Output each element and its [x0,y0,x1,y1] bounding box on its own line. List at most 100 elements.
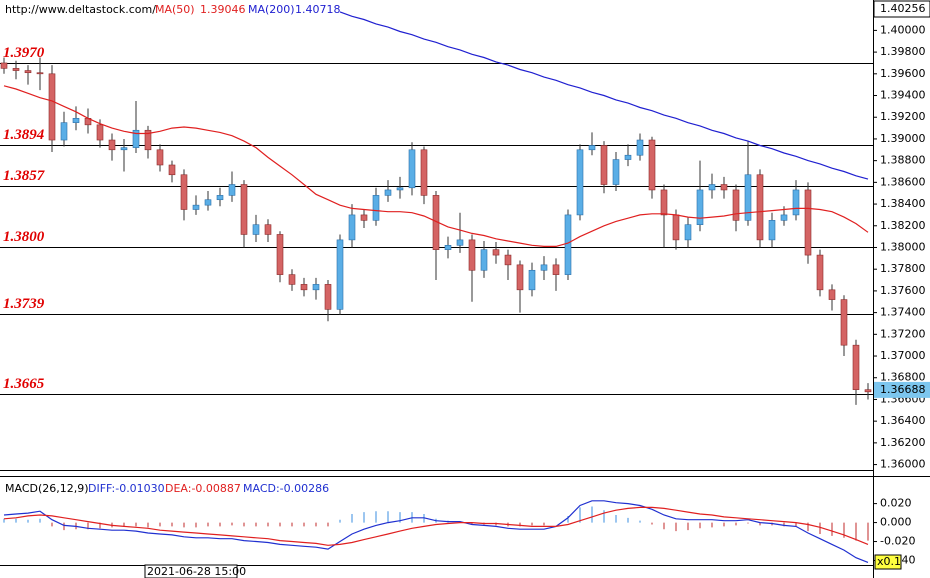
y-tick-label: 1.38400 [880,197,926,210]
candle-body [192,204,200,210]
y-tick-label: 1.39000 [880,132,926,145]
candle-body [96,124,104,141]
y-tick-label: 1.40000 [880,23,926,36]
moving-average [3,85,869,247]
candle-body [324,284,332,310]
candle-body [348,214,356,241]
level-label: 1.3739 [3,296,45,312]
candle-body [240,184,248,235]
candle-body [228,184,236,196]
candle-body [792,189,800,216]
candle-body [300,284,308,291]
candle-body [852,344,860,390]
candle-body [516,264,524,291]
candle-body [708,184,716,191]
candle-body [48,73,56,141]
candle-body [576,149,584,216]
candle-body [156,149,164,166]
axis-top-box [873,0,930,18]
candle-body [444,245,452,250]
level-label: 1.3800 [3,229,45,245]
candle-body [204,199,212,206]
candle-body [0,62,8,69]
date-box [144,564,238,578]
y-tick-label: 1.37000 [880,349,926,362]
candle-body [492,249,500,256]
candle-body [660,189,668,216]
y-tick-label: -0.020 [880,535,915,548]
candle-body [636,139,644,156]
candle-body [168,164,176,176]
ma50-value: 1.39046 [200,3,246,16]
level-label: 1.3857 [3,168,45,184]
scale-label: x0.1 [877,555,901,568]
dea-label: DEA:-0.00887 [165,482,241,495]
candle-body [828,289,836,300]
candle-body [36,72,44,75]
source-url: http://www.deltastock.com/ [5,3,156,16]
candle-body [564,214,572,275]
candle-body [252,224,260,235]
macd-line [3,506,869,546]
candle-body [552,264,560,275]
candle-body [216,195,224,201]
candle-body [840,299,848,346]
candle-body [540,264,548,271]
candle-body [756,174,764,241]
y-tick-label: 1.38800 [880,154,926,167]
y-tick-label: 1.39600 [880,67,926,80]
candle-body [72,118,80,123]
y-tick-label: 1.38200 [880,219,926,232]
candle-body [780,214,788,221]
candle-body [372,195,380,221]
y-tick-label: 1.37800 [880,262,926,275]
y-tick-label: 0.020 [880,497,912,510]
candle-body [768,220,776,241]
candle-body [672,214,680,241]
candle-body [60,122,68,141]
candle-body [288,274,296,285]
ma200-value: 1.40718 [295,3,341,16]
candle-body [588,145,596,151]
candle-body [528,269,536,291]
candle-body [144,129,152,151]
candle-body [24,70,32,74]
candle-body [600,145,608,185]
y-tick-label: 1.38600 [880,175,926,188]
candle-body [684,224,692,241]
y-tick-label: 1.36400 [880,414,926,427]
macd-line [3,500,869,563]
last-price-box [874,381,930,398]
candle-body [624,154,632,160]
diff-label: DIFF:-0.01030 [88,482,165,495]
candle-body [612,159,620,185]
y-tick-label: 1.37600 [880,284,926,297]
level-label: 1.3665 [3,376,45,392]
candle-body [720,184,728,191]
candle-body [132,129,140,148]
macd-title: MACD(26,12,9) [5,482,89,495]
candle-body [12,68,20,71]
candle-body [504,254,512,266]
axis-top-label: 1.40256 [880,2,926,15]
y-tick-label: 1.39800 [880,45,926,58]
y-tick-label: 1.39400 [880,89,926,102]
candle-body [456,239,464,246]
candle-body [336,239,344,310]
y-tick-label: 1.38000 [880,240,926,253]
candle-body [732,189,740,221]
candle-body [804,189,812,256]
candle-body [408,149,416,189]
ma200-name: MA(200) [248,3,295,16]
candle-body [264,224,272,235]
candle-body [180,174,188,210]
y-tick-label: 1.36000 [880,458,926,471]
y-tick-label: 1.39200 [880,110,926,123]
y-tick-label: 1.37400 [880,306,926,319]
last-price-label: 1.36688 [880,383,926,396]
candle-body [108,139,116,151]
scale-box [874,554,902,570]
